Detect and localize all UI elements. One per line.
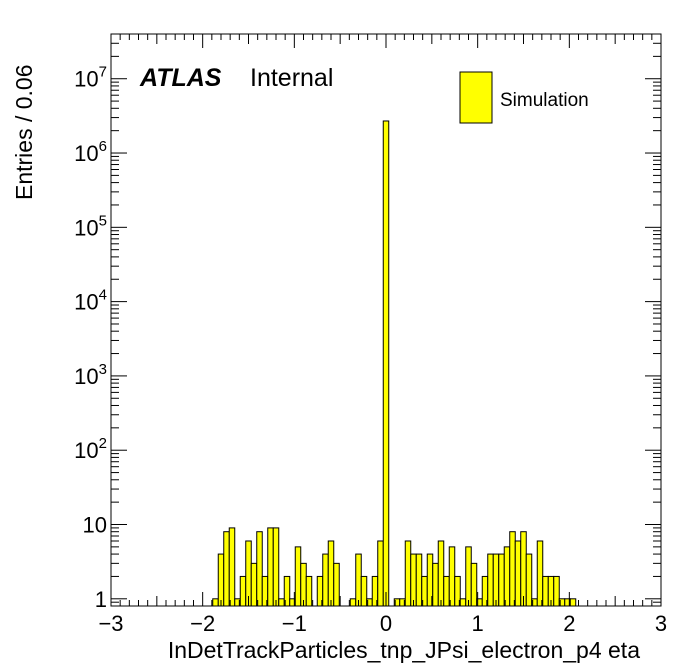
histogram-bar	[448, 546, 456, 607]
histogram-bar	[410, 553, 417, 607]
histogram-bar	[267, 527, 274, 607]
legend: Simulation	[459, 71, 589, 124]
histogram-bar	[322, 553, 329, 607]
histogram-bar	[569, 598, 577, 607]
x-tick-label: −1	[282, 611, 307, 636]
x-axis-title: InDetTrackParticles_tnp_JPsi_electron_p4…	[168, 637, 640, 663]
histogram-bar	[487, 553, 494, 607]
x-tick-label: 1	[472, 611, 484, 636]
histogram-bar	[492, 553, 500, 607]
histogram-bar	[223, 531, 230, 607]
histogram-bar	[509, 531, 516, 607]
y-tick-labels: 1 10 102 103 104 105 106 107	[74, 64, 107, 612]
histogram-bar	[305, 575, 313, 607]
histogram-bar	[256, 531, 263, 607]
histogram-bar	[327, 540, 335, 607]
histogram-bar	[437, 540, 445, 607]
histogram-bar	[459, 598, 467, 607]
histogram-bar	[525, 553, 533, 607]
histogram-bar	[432, 562, 439, 607]
internal-label: Internal	[250, 64, 333, 92]
legend-swatch-simulation	[459, 71, 493, 124]
legend-label-simulation: Simulation	[500, 90, 589, 111]
y-tick-label: 10	[83, 513, 107, 538]
histogram-bar	[239, 575, 247, 607]
histogram-bar	[355, 553, 362, 607]
x-tick-label: 2	[563, 611, 575, 636]
y-tick-label: 105	[74, 212, 107, 240]
y-tick-label: 102	[74, 435, 107, 463]
histogram-bar	[217, 553, 225, 607]
histogram-bar	[465, 546, 472, 607]
histogram-bar	[349, 598, 357, 607]
histogram-bar	[212, 598, 219, 607]
histogram-bar	[333, 562, 340, 607]
histogram-bar	[250, 562, 258, 607]
plot-frame	[110, 33, 662, 607]
y-tick-label: 1	[95, 587, 107, 612]
x-tick-label: 3	[655, 611, 667, 636]
histogram-bar	[553, 575, 560, 607]
histogram-bar	[272, 527, 280, 607]
y-tick-label: 103	[74, 361, 107, 389]
y-tick-label: 106	[74, 138, 107, 166]
histogram-bar	[278, 598, 285, 607]
histogram-bar	[520, 531, 527, 607]
histogram-bar	[503, 546, 511, 607]
y-tick-label: 104	[74, 287, 107, 315]
x-tick-label: −3	[98, 611, 123, 636]
histogram-bar	[443, 575, 450, 607]
histogram-bars	[212, 120, 577, 607]
x-tick-label: 0	[380, 611, 392, 636]
y-tick-label: 107	[74, 64, 107, 92]
histogram-bar	[498, 553, 505, 607]
histogram-bar	[228, 527, 236, 607]
histogram-bar	[542, 575, 549, 607]
histogram-bar	[382, 120, 390, 607]
x-tick-label: −2	[190, 611, 215, 636]
histogram-bar	[514, 540, 522, 607]
atlas-label: ATLAS	[139, 64, 222, 92]
histogram-bar	[470, 562, 478, 607]
histogram-bar	[536, 540, 544, 607]
histogram-bar	[294, 546, 302, 607]
x-tick-labels: −3 −2 −1 0 1 2 3	[98, 611, 667, 636]
histogram-bar	[404, 540, 412, 607]
histogram-bar	[377, 540, 384, 607]
histogram-bar	[415, 553, 423, 607]
histogram-bar	[300, 562, 307, 607]
y-axis-title: Entries / 0.06	[11, 64, 37, 200]
histogram-bar	[360, 575, 368, 607]
